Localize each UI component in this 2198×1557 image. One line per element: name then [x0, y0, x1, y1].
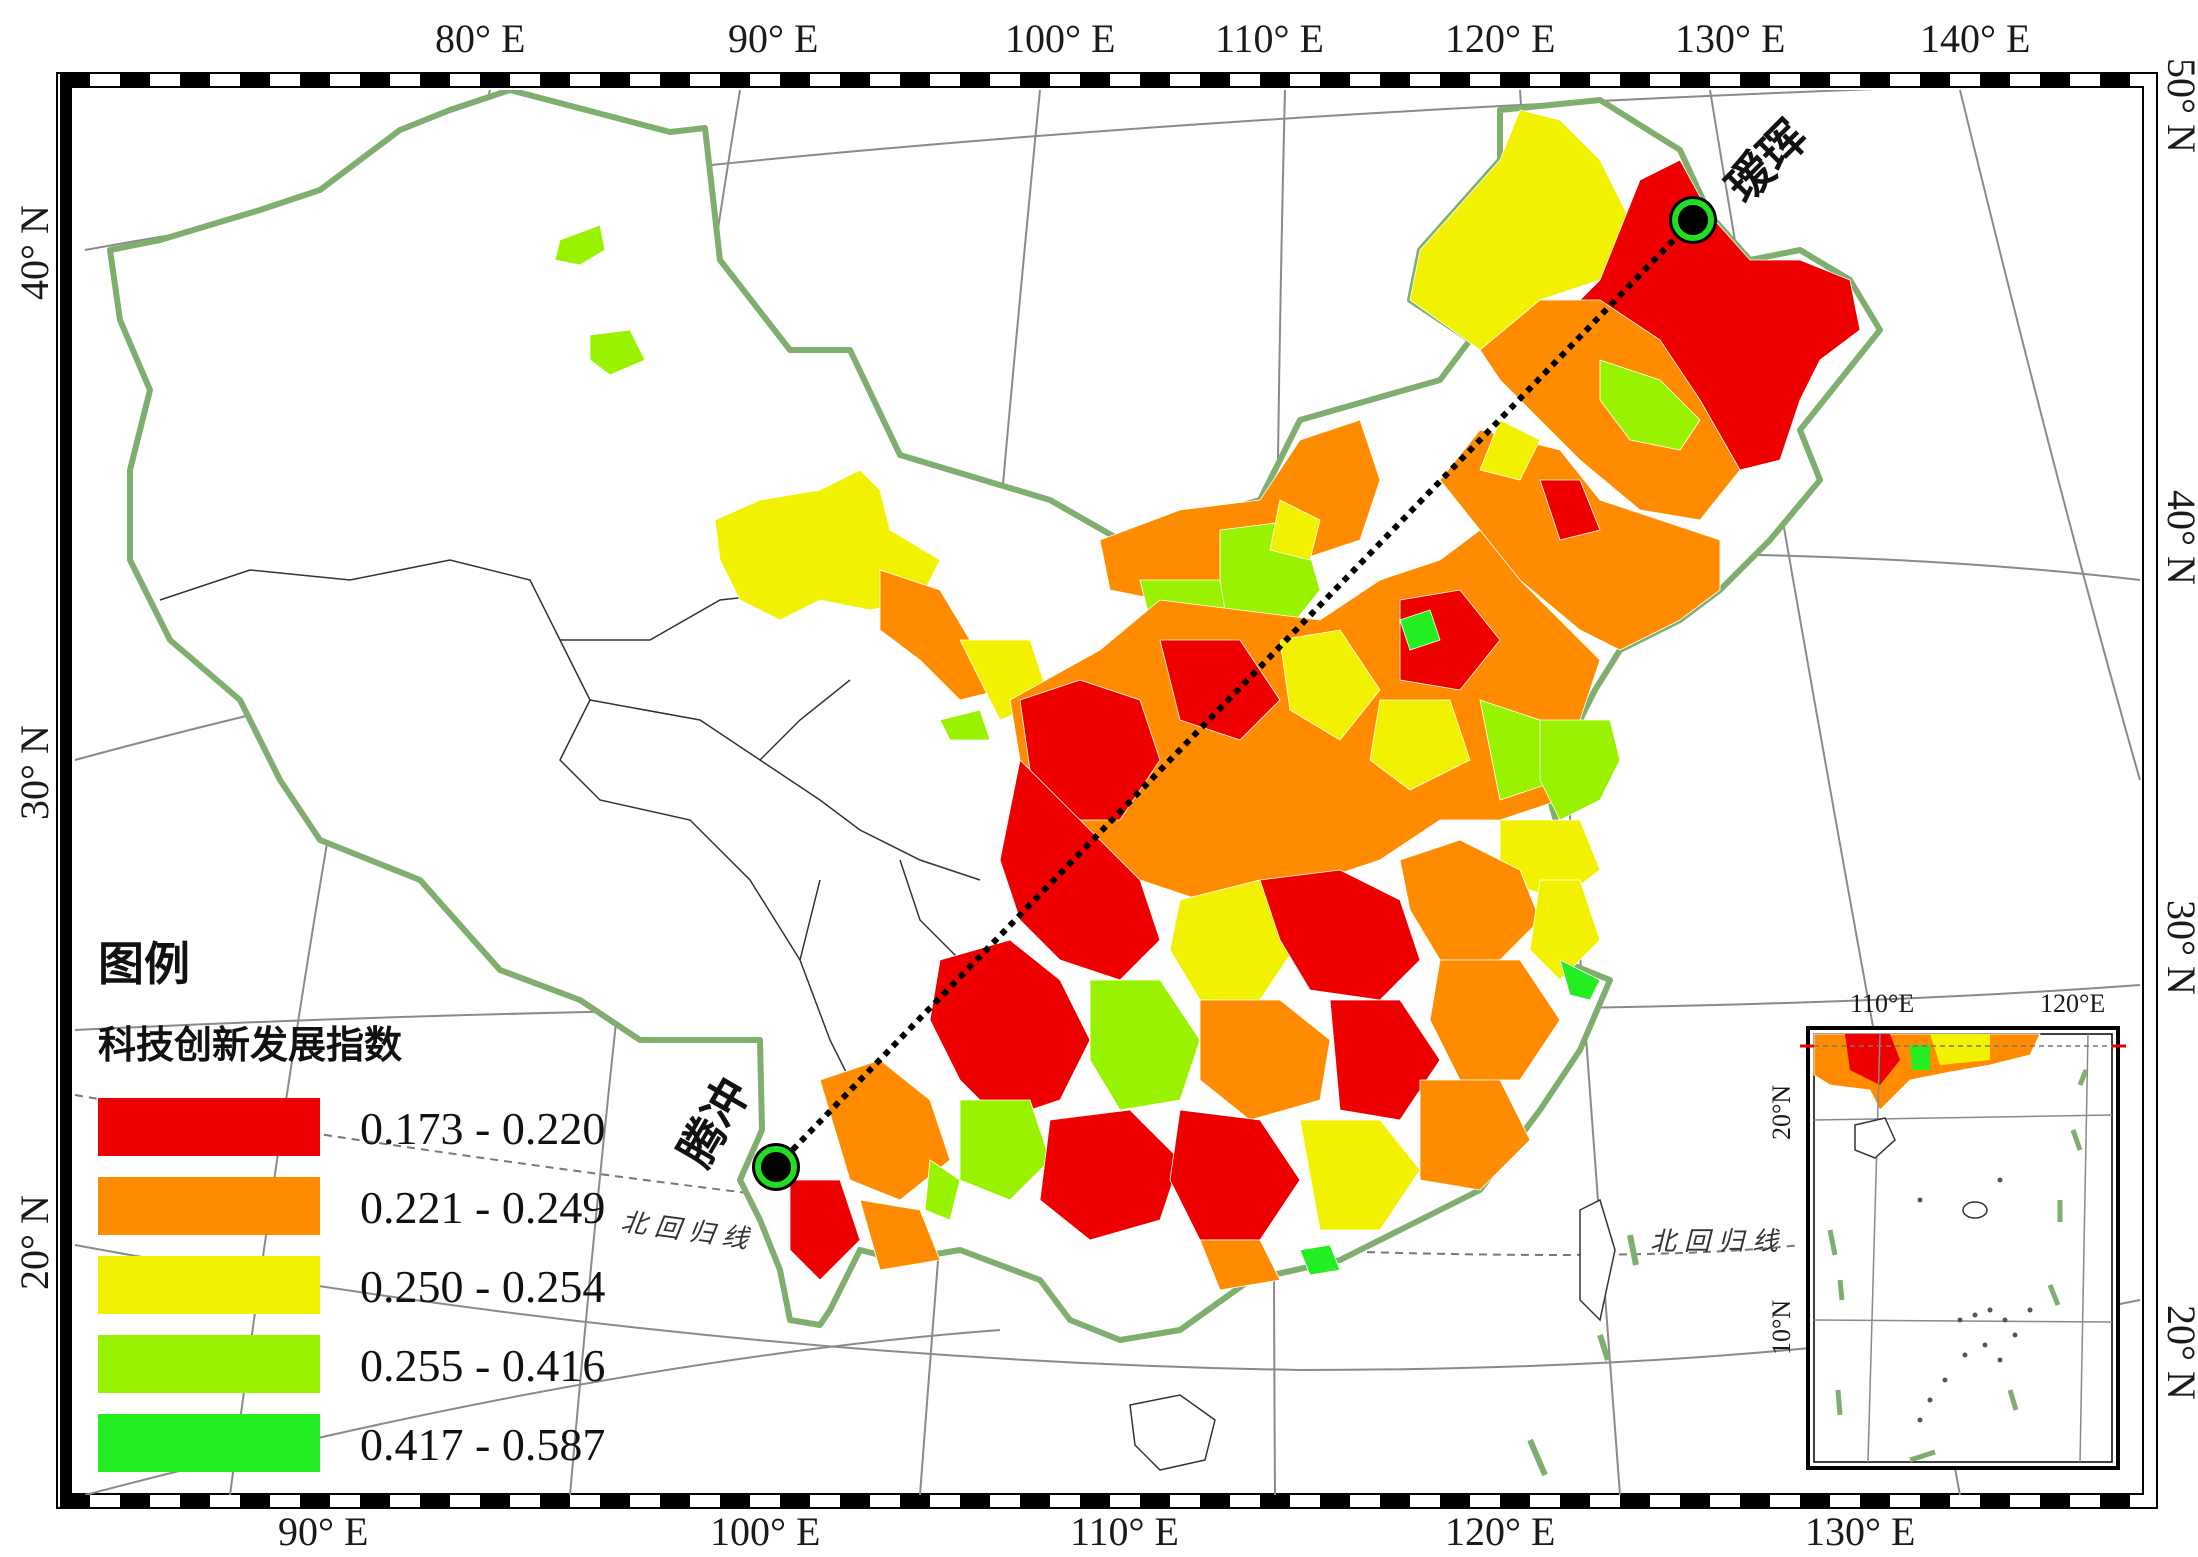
lon-label-top: 120° E: [1445, 16, 1555, 61]
aihui-label: 瑷珲: [1715, 110, 1818, 213]
region: [1299, 1119, 1421, 1231]
lon-label-top: 90° E: [728, 16, 818, 61]
legend-swatch: [98, 1098, 320, 1156]
aihui-marker: [1669, 196, 1717, 244]
region: [789, 1179, 861, 1281]
region: [859, 1199, 941, 1271]
tropic-label-west: 北回归线: [619, 1207, 758, 1256]
lat-label-left: 40° N: [12, 205, 57, 300]
region: [1269, 499, 1321, 561]
lat-label-right: 30° N: [2159, 900, 2198, 995]
lon-label-top: 130° E: [1675, 16, 1785, 61]
region: [589, 329, 646, 376]
map-frame-inner: [70, 86, 2144, 1495]
inset-dashes: [1827, 1069, 2089, 1463]
hu-line: [773, 217, 1696, 1170]
region: [1129, 1394, 1216, 1471]
legend-label: 0.173 - 0.220: [360, 1103, 605, 1154]
lon-label-top: 110° E: [1215, 16, 1324, 61]
region: [1599, 359, 1701, 451]
region: [879, 569, 1001, 701]
region: [1199, 1239, 1281, 1291]
region: [929, 939, 1091, 1121]
lon-label-bottom: 110° E: [1070, 1509, 1179, 1554]
region: [554, 224, 606, 266]
inset-island-dots: [1917, 1177, 2033, 1423]
region: [1089, 979, 1201, 1111]
legend-subtitle: 科技创新发展指数: [98, 1023, 402, 1067]
lon-label-bottom: 100° E: [710, 1509, 820, 1554]
sea-boundary-dashes: [1527, 1234, 1639, 1477]
region: [1279, 629, 1381, 741]
south-china-sea-inset: 110°E 120°E 20°N 10°N: [1767, 989, 2126, 1470]
coordinate-labels: 80° E 90° E 100° E 110° E 120° E 130° E …: [12, 16, 2198, 1554]
region: [1299, 1244, 1341, 1276]
lat-label-right: 40° N: [2159, 490, 2198, 585]
inset-graticule: [1813, 1319, 2113, 1323]
inset-island: [1962, 1201, 1988, 1219]
inset-mainland-strip-green: [1910, 1045, 1930, 1070]
lon-label-top: 100° E: [1005, 16, 1115, 61]
region: [1429, 959, 1561, 1081]
legend-label: 0.255 - 0.416: [360, 1340, 605, 1391]
region: [959, 1099, 1051, 1201]
lon-label-top: 80° E: [435, 16, 525, 61]
choropleth-regions: [554, 109, 1861, 1471]
region: [1479, 419, 1541, 481]
inset-graticule: [1813, 1114, 2113, 1121]
tengchong-marker: [752, 1143, 800, 1191]
legend-title: 图例: [98, 937, 190, 991]
region: [1579, 1198, 1616, 1322]
inset-lon-label: 110°E: [1850, 989, 1914, 1018]
region: [1199, 999, 1331, 1121]
region: [1399, 609, 1441, 651]
inset-lon-label: 120°E: [2040, 989, 2105, 1018]
region: [1399, 839, 1541, 961]
region: [1039, 1109, 1181, 1241]
lon-label-bottom: 120° E: [1445, 1509, 1555, 1554]
legend-swatch: [98, 1335, 320, 1393]
region: [1539, 719, 1621, 821]
inset-hainan: [1854, 1117, 1896, 1159]
inset-frame: [1806, 1026, 2120, 1470]
tropic-label-east: 北回归线: [1650, 1227, 1786, 1257]
inset-graticule: [2079, 1033, 2089, 1463]
inset-graticule: [1867, 1033, 1881, 1463]
legend-label: 0.250 - 0.254: [360, 1261, 605, 1312]
legend-label: 0.417 - 0.587: [360, 1419, 605, 1470]
region: [1419, 1079, 1531, 1191]
lon-label-bottom: 90° E: [278, 1509, 368, 1554]
inset-lat-label: 20°N: [1767, 1085, 1796, 1140]
lon-label-top: 140° E: [1920, 16, 2030, 61]
inset-mainland-strip-yellow: [1930, 1034, 1990, 1065]
legend-swatch: [98, 1414, 320, 1472]
region: [1369, 699, 1471, 791]
region: [1159, 639, 1281, 741]
region: [924, 1159, 961, 1221]
inset-lat-label: 10°N: [1767, 1300, 1796, 1355]
region: [1259, 869, 1421, 1001]
lat-label-left: 30° N: [12, 725, 57, 820]
map-frame-checker: [58, 74, 2156, 1507]
region: [1539, 479, 1601, 541]
legend-swatch: [98, 1256, 320, 1314]
lat-label-left: 20° N: [12, 1195, 57, 1290]
region: [939, 709, 991, 741]
legend-swatch: [98, 1177, 320, 1235]
region: [1559, 959, 1601, 1001]
region: [1529, 879, 1601, 981]
legend-label: 0.221 - 0.249: [360, 1182, 605, 1233]
legend: 图例 科技创新发展指数 0.173 - 0.220 0.221 - 0.249 0.…: [98, 937, 605, 1472]
lon-label-bottom: 130° E: [1805, 1509, 1915, 1554]
lat-label-right: 20° N: [2159, 1305, 2198, 1400]
lat-label-right: 50° N: [2159, 58, 2198, 153]
